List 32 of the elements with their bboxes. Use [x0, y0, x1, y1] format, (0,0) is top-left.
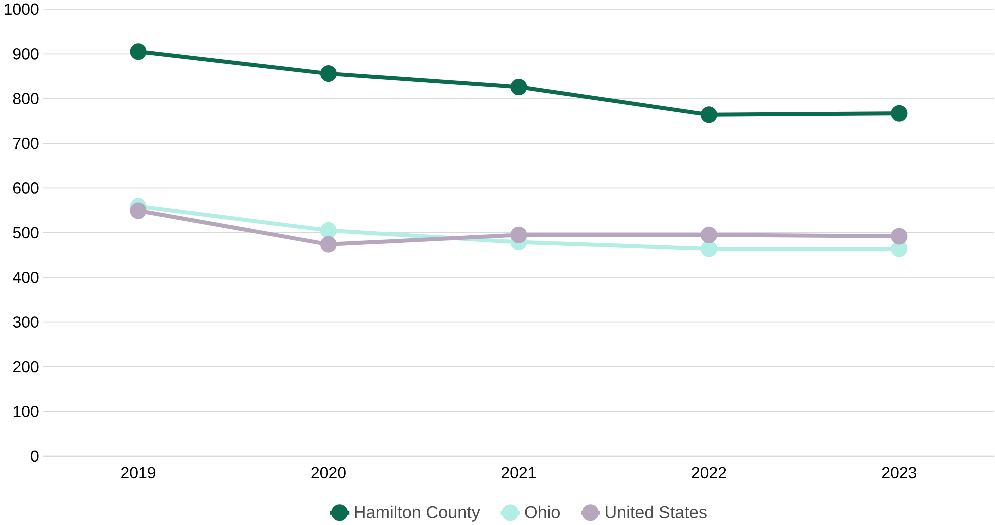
x-tick-label: 2021 [502, 467, 536, 479]
point [700, 240, 718, 258]
point [320, 66, 338, 82]
point [700, 106, 718, 124]
point [510, 79, 528, 96]
y-tick-label: 700 [14, 138, 39, 150]
point [891, 106, 908, 122]
point [700, 227, 718, 244]
y-tick-label: 500 [13, 227, 39, 239]
y-tick-label: 300 [13, 316, 39, 328]
point [320, 222, 338, 240]
point [320, 236, 338, 254]
legend-label: United States [606, 506, 707, 519]
y-tick-label: 600 [14, 182, 39, 194]
legend-label: Hamilton County [355, 506, 480, 522]
x-tick-label: 2020 [312, 467, 346, 479]
y-tick-label: 200 [14, 362, 39, 373]
y-tick-label: 400 [13, 272, 39, 284]
y-tick-label: 800 [13, 93, 39, 105]
x-tick-label: 2019 [122, 467, 156, 479]
point [130, 44, 147, 60]
y-tick-label: 900 [13, 48, 39, 60]
point [891, 228, 908, 245]
x-tick-label: 2023 [882, 467, 916, 479]
y-tick-label: 1000 [5, 4, 39, 16]
point [510, 227, 528, 244]
point [130, 202, 147, 220]
x-tick-label: 2022 [692, 467, 726, 479]
legend-label: Ohio [525, 506, 560, 519]
point [891, 240, 908, 258]
y-tick-label: 100 [14, 406, 39, 418]
y-tick-label: 0 [31, 450, 39, 462]
